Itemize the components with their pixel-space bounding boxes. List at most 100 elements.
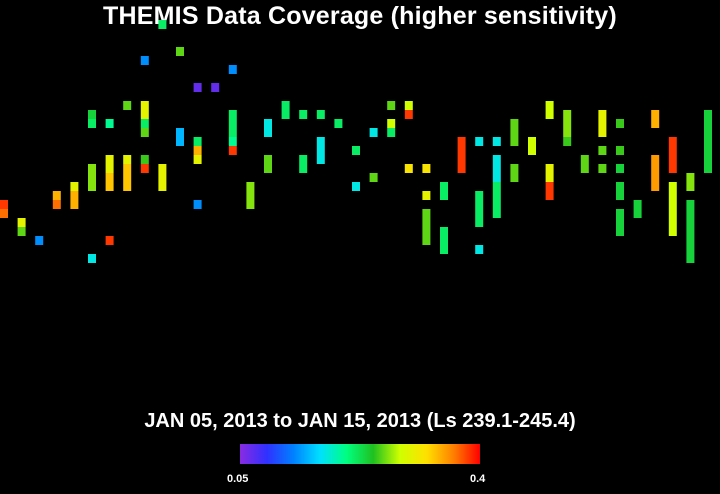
coverage-cell	[475, 209, 484, 218]
coverage-cell	[563, 137, 572, 146]
coverage-cell	[316, 137, 325, 146]
coverage-cell	[616, 218, 624, 227]
coverage-cell	[193, 200, 202, 209]
coverage-cell	[510, 119, 519, 128]
coverage-cell	[651, 155, 660, 164]
coverage-cell	[387, 101, 396, 110]
coverage-cell	[668, 218, 677, 227]
coverage-cell	[492, 191, 501, 200]
chart-subtitle: JAN 05, 2013 to JAN 15, 2013 (Ls 239.1-2…	[144, 410, 576, 432]
coverage-cell	[668, 200, 677, 209]
coverage-cell	[475, 191, 484, 200]
coverage-cell	[105, 119, 114, 128]
coverage-cell	[440, 236, 448, 245]
coverage-cell	[422, 209, 431, 218]
coverage-cell	[105, 182, 114, 191]
coverage-cell	[17, 218, 26, 227]
coverage-cell	[686, 173, 695, 182]
coverage-cell	[140, 164, 149, 173]
coverage-cell	[510, 164, 519, 173]
coverage-cell	[404, 110, 413, 119]
coverage-cell	[686, 236, 695, 245]
coverage-cell	[616, 119, 624, 128]
coverage-cell	[123, 155, 132, 164]
coverage-cell	[545, 191, 554, 200]
coverage-cell	[492, 200, 501, 209]
coverage-cell	[598, 128, 607, 137]
coverage-cell	[228, 146, 237, 155]
coverage-cell	[651, 182, 660, 191]
coverage-cell	[316, 146, 325, 155]
coverage-cell	[176, 128, 184, 137]
coverage-cell	[528, 146, 536, 155]
coverage-cell	[528, 137, 536, 146]
coverage-cell	[246, 200, 255, 209]
coverage-cell	[616, 164, 624, 173]
colorbar-max-label: 0.4	[470, 473, 486, 485]
coverage-cell	[545, 110, 554, 119]
coverage-cell	[704, 146, 712, 155]
coverage-cell	[422, 191, 431, 200]
coverage-cell	[88, 164, 96, 173]
coverage-cell	[158, 164, 167, 173]
coverage-cell	[281, 110, 290, 119]
coverage-cell	[545, 101, 554, 110]
coverage-cell	[316, 155, 325, 164]
coverage-cell	[616, 227, 624, 236]
coverage-cell	[264, 119, 272, 128]
coverage-cell	[440, 191, 448, 200]
coverage-cell	[686, 254, 695, 263]
coverage-cell	[387, 119, 396, 128]
coverage-cell	[228, 137, 237, 146]
coverage-cell	[510, 137, 519, 146]
coverage-cell	[158, 182, 167, 191]
coverage-cell	[246, 191, 255, 200]
coverage-cell	[668, 146, 677, 155]
coverage-cell	[193, 83, 202, 92]
coverage-cell	[35, 236, 44, 245]
coverage-cell	[668, 137, 677, 146]
coverage-cell	[510, 173, 519, 182]
coverage-cell	[598, 164, 607, 173]
coverage-cell	[281, 101, 290, 110]
coverage-cell	[668, 227, 677, 236]
coverage-cell	[686, 209, 695, 218]
coverage-cell	[105, 155, 114, 164]
coverage-cell	[228, 119, 237, 128]
coverage-cell	[457, 155, 466, 164]
coverage-cell	[563, 110, 572, 119]
coverage-cell	[264, 164, 272, 173]
coverage-cell	[598, 110, 607, 119]
coverage-cell	[422, 164, 431, 173]
coverage-cell	[140, 128, 149, 137]
coverage-cell	[616, 191, 624, 200]
coverage-cell	[299, 110, 308, 119]
coverage-cell	[158, 173, 167, 182]
coverage-cell	[176, 47, 184, 56]
coverage-cell	[492, 155, 501, 164]
coverage-cell	[88, 182, 96, 191]
coverage-cell	[105, 164, 114, 173]
coverage-cell	[563, 128, 572, 137]
coverage-cell	[686, 218, 695, 227]
coverage-cell	[475, 200, 484, 209]
coverage-cell	[70, 182, 79, 191]
coverage-cell	[52, 191, 61, 200]
coverage-cell	[668, 209, 677, 218]
coverage-cell	[475, 245, 484, 254]
coverage-cell	[457, 146, 466, 155]
coverage-cell	[510, 128, 519, 137]
coverage-cell	[193, 155, 202, 164]
coverage-cell	[492, 173, 501, 182]
coverage-cell	[668, 155, 677, 164]
coverage-cell	[668, 182, 677, 191]
coverage-cell	[228, 110, 237, 119]
coverage-cell	[616, 209, 624, 218]
coverage-cell	[651, 164, 660, 173]
coverage-cell	[246, 182, 255, 191]
coverage-cell	[492, 137, 501, 146]
coverage-cell	[633, 200, 642, 209]
coverage-cell	[369, 128, 378, 137]
coverage-cell	[633, 209, 642, 218]
